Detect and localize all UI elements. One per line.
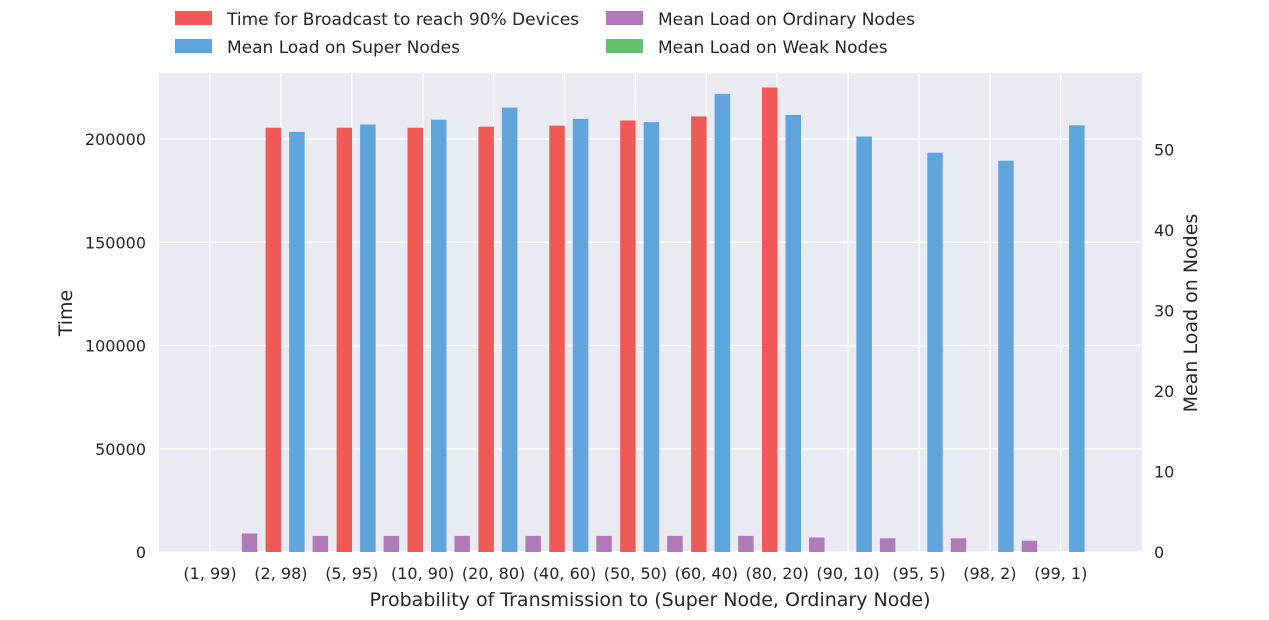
bar-mean-load-on-super-nodes (572, 118, 589, 553)
bars (241, 87, 1085, 553)
legend-swatch (606, 39, 643, 53)
legend-label: Mean Load on Ordinary Nodes (658, 10, 915, 30)
x-tick-label: (5, 95) (325, 564, 378, 583)
bar-time-for-broadcast-to-reach-90-devices (549, 125, 565, 552)
bar-mean-load-on-ordinary-nodes (950, 538, 967, 552)
x-tick-label: (40, 60) (533, 564, 596, 583)
bar-time-for-broadcast-to-reach-90-devices (691, 116, 707, 553)
y-tick-right-label: 40 (1154, 221, 1174, 240)
legend: Time for Broadcast to reach 90% Devices M… (175, 10, 915, 58)
y-ticks-left: 0 50000 100000 150000 200000 (85, 130, 146, 562)
bar-mean-load-on-ordinary-nodes (596, 535, 612, 552)
x-tick-label: (2, 98) (254, 564, 307, 583)
y-tick-left-label: 100000 (85, 337, 146, 356)
bar-mean-load-on-super-nodes (289, 131, 305, 553)
x-tick-label: (20, 80) (462, 564, 525, 583)
y-tick-right-label: 10 (1154, 462, 1174, 481)
legend-label: Time for Broadcast to reach 90% Devices (226, 10, 579, 30)
bar-mean-load-on-super-nodes (431, 119, 447, 552)
bar-mean-load-on-super-nodes (856, 136, 872, 552)
y-tick-right-label: 30 (1154, 301, 1174, 320)
x-tick-label: (90, 10) (816, 564, 879, 583)
bar-mean-load-on-ordinary-nodes (879, 538, 896, 552)
y-tick-left-label: 0 (136, 543, 146, 562)
legend-label: Mean Load on Weak Nodes (658, 38, 888, 58)
y-tick-right-label: 20 (1154, 382, 1174, 401)
bar-time-for-broadcast-to-reach-90-devices (620, 120, 636, 552)
bar-mean-load-on-ordinary-nodes (809, 537, 825, 552)
y-tick-left-label: 50000 (95, 440, 146, 459)
bar-mean-load-on-ordinary-nodes (454, 535, 470, 552)
legend-label: Mean Load on Super Nodes (227, 38, 460, 58)
y-tick-left-label: 150000 (85, 233, 146, 252)
bar-time-for-broadcast-to-reach-90-devices (762, 87, 778, 552)
bar-mean-load-on-ordinary-nodes (312, 535, 329, 552)
x-tick-label: (95, 5) (892, 564, 945, 583)
y-tick-left-label: 200000 (85, 130, 146, 149)
x-axis-label: Probability of Transmission to (Super No… (369, 589, 930, 611)
bar-time-for-broadcast-to-reach-90-devices (265, 127, 282, 552)
x-tick-label: (98, 2) (963, 564, 1016, 583)
bar-mean-load-on-super-nodes (714, 93, 731, 553)
bar-mean-load-on-ordinary-nodes (1021, 540, 1038, 552)
x-tick-label: (60, 40) (675, 564, 738, 583)
bar-mean-load-on-super-nodes (927, 152, 943, 552)
legend-swatch (175, 11, 212, 25)
bar-time-for-broadcast-to-reach-90-devices (407, 127, 423, 552)
y-axis-label-left: Time (55, 290, 77, 338)
bar-mean-load-on-super-nodes (501, 107, 518, 552)
bar-mean-load-on-super-nodes (785, 114, 801, 553)
x-ticks: (1, 99) (2, 98) (5, 95) (10, 90) (20, 80) (40… (183, 564, 1087, 583)
y-ticks-right: 0 10 20 30 40 50 (1154, 140, 1174, 562)
bar-mean-load-on-ordinary-nodes (738, 535, 754, 552)
y-tick-right-label: 50 (1154, 140, 1174, 159)
bar-mean-load-on-ordinary-nodes (525, 535, 541, 552)
bar-time-for-broadcast-to-reach-90-devices (478, 126, 494, 552)
bar-mean-load-on-super-nodes (998, 160, 1014, 552)
bar-mean-load-on-ordinary-nodes (383, 535, 400, 552)
y-tick-right-label: 0 (1154, 543, 1164, 562)
bar-mean-load-on-super-nodes (643, 122, 660, 552)
x-tick-label: (10, 90) (391, 564, 454, 583)
bar-mean-load-on-super-nodes (360, 124, 376, 552)
bar-mean-load-on-super-nodes (1069, 125, 1085, 553)
x-tick-label: (80, 20) (746, 564, 809, 583)
x-tick-label: (1, 99) (183, 564, 236, 583)
x-tick-label: (99, 1) (1034, 564, 1087, 583)
y-axis-label-right: Mean Load on Nodes (1180, 214, 1202, 413)
bar-mean-load-on-ordinary-nodes (241, 533, 258, 552)
x-tick-label: (50, 50) (604, 564, 667, 583)
legend-swatch (606, 11, 643, 25)
legend-swatch (175, 39, 212, 53)
bar-mean-load-on-ordinary-nodes (667, 535, 683, 552)
bar-time-for-broadcast-to-reach-90-devices (336, 127, 353, 552)
